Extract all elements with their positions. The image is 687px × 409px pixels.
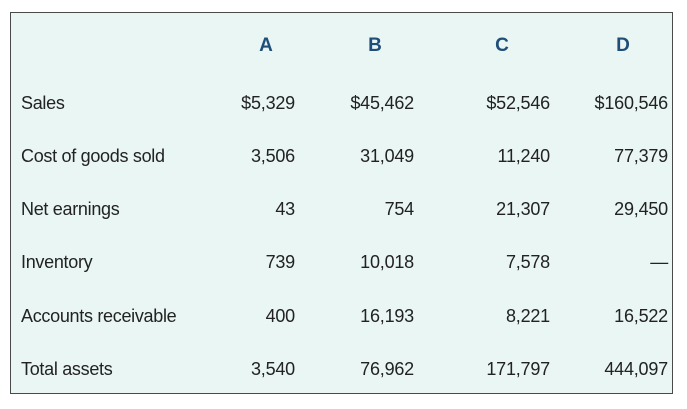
table-row-cost-of-goods-sold: Cost of goods sold 3,506 31,049 11,240 7…: [11, 146, 672, 170]
cell-d: 444,097: [604, 359, 668, 379]
cell-d: 77,379: [614, 146, 668, 166]
row-label: Net earnings: [21, 199, 120, 219]
cell-a: 43: [275, 199, 295, 219]
cell-c: $52,546: [486, 93, 550, 113]
cell-d: $160,546: [594, 93, 669, 113]
column-header-d: D: [616, 35, 630, 56]
cell-b: 31,049: [360, 146, 414, 166]
column-header-a: A: [259, 35, 273, 56]
cell-a: 3,506: [250, 146, 295, 166]
row-label: Total assets: [21, 359, 113, 379]
table-row-inventory: Inventory 739 10,018 7,578 —: [11, 252, 672, 276]
cell-b: 76,962: [360, 359, 414, 379]
cell-b: $45,462: [350, 93, 414, 113]
table-row-accounts-receivable: Accounts receivable 400 16,193 8,221 16,…: [11, 306, 672, 330]
cell-d: 16,522: [614, 306, 668, 326]
cell-c: 7,578: [505, 252, 550, 272]
financial-table: A B C D Sales $5,329 $45,462 $52,546 $16…: [10, 12, 673, 394]
table-row-sales: Sales $5,329 $45,462 $52,546 $160,546: [11, 93, 672, 117]
cell-a: 400: [265, 306, 296, 326]
row-label: Sales: [21, 93, 65, 113]
cell-c: 171,797: [486, 359, 550, 379]
row-label: Accounts receivable: [21, 306, 177, 326]
cell-c: 21,307: [496, 199, 550, 219]
cell-c: 8,221: [505, 306, 550, 326]
table-row-net-earnings: Net earnings 43 754 21,307 29,450: [11, 199, 672, 223]
table-row-total-assets: Total assets 3,540 76,962 171,797 444,09…: [11, 359, 672, 383]
cell-d: 29,450: [614, 199, 668, 219]
cell-b: 10,018: [360, 252, 414, 272]
cell-a: 3,540: [250, 359, 295, 379]
cell-c: 11,240: [497, 146, 550, 166]
table-header: A B C D: [11, 35, 672, 57]
row-label: Cost of goods sold: [21, 146, 165, 166]
cell-a: 739: [265, 252, 296, 272]
cell-b: 16,193: [360, 306, 414, 326]
row-label: Inventory: [21, 252, 93, 272]
cell-b: 754: [384, 199, 415, 219]
column-header-b: B: [368, 35, 382, 56]
cell-d: —: [650, 252, 668, 272]
column-header-c: C: [495, 35, 509, 56]
cell-a: $5,329: [241, 93, 295, 113]
